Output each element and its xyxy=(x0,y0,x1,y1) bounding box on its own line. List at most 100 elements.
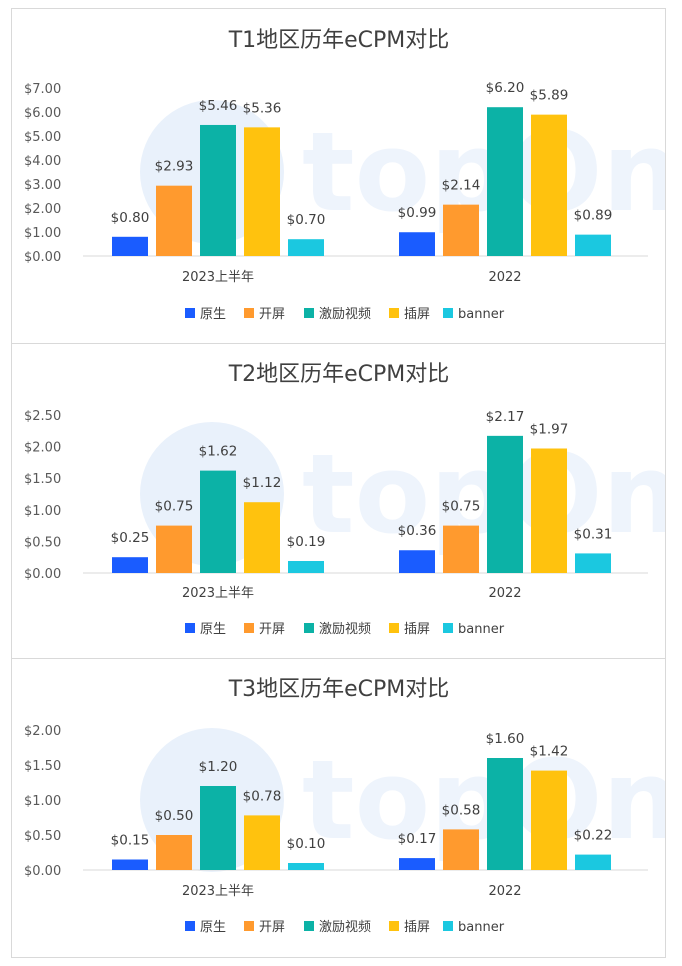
data-label: $2.93 xyxy=(155,159,194,175)
y-tick-label: $0.00 xyxy=(24,250,61,265)
legend-swatch xyxy=(304,623,314,633)
y-tick-label: $4.00 xyxy=(24,154,61,169)
watermark: topOn xyxy=(140,422,665,566)
x-category-label: 2022 xyxy=(488,270,521,285)
bar xyxy=(156,835,192,870)
legend-label: banner xyxy=(458,920,505,935)
legend-label: 原生 xyxy=(200,920,226,935)
bar xyxy=(288,863,324,870)
legend-swatch xyxy=(389,623,399,633)
legend-label: 插屏 xyxy=(404,622,430,637)
y-tick-label: $0.00 xyxy=(24,567,61,582)
bar xyxy=(200,124,236,257)
bar xyxy=(487,758,523,870)
y-tick-label: $7.00 xyxy=(24,82,61,97)
legend-swatch xyxy=(244,623,254,633)
data-label: $5.46 xyxy=(199,98,238,114)
y-tick-label: $1.50 xyxy=(24,472,61,487)
y-tick-label: $1.00 xyxy=(24,794,61,809)
legend-label: 开屏 xyxy=(259,920,285,935)
data-label: $0.36 xyxy=(398,523,437,539)
legend-label: banner xyxy=(458,307,505,322)
bar xyxy=(575,234,611,256)
bar xyxy=(244,502,280,573)
bar xyxy=(244,815,280,870)
y-tick-label: $3.00 xyxy=(24,178,61,193)
x-category-label: 2023上半年 xyxy=(182,586,254,601)
chart-svg: topOn T2地区历年eCPM对比 $0.00 $0.50 $1.00 $1.50 $2.… xyxy=(24,362,665,637)
data-label: $0.70 xyxy=(287,212,326,228)
data-label: $0.19 xyxy=(287,534,326,550)
data-label: $0.10 xyxy=(287,836,326,852)
y-tick-label: $1.50 xyxy=(24,759,61,774)
bar xyxy=(443,204,479,256)
y-tick-label: $2.00 xyxy=(24,724,61,739)
chart-svg: topOn T1地区历年eCPM对比 $0.00 $1.00 $2.00 $3.00 $4.… xyxy=(24,28,665,322)
legend-swatch xyxy=(389,921,399,931)
y-tick-label: $2.50 xyxy=(24,409,61,424)
y-tick-label: $0.00 xyxy=(24,864,61,879)
data-label: $1.62 xyxy=(199,444,238,460)
legend-label: 插屏 xyxy=(404,920,430,935)
chart-title: T2地区历年eCPM对比 xyxy=(228,362,450,387)
chart-svg: topOn T3地区历年eCPM对比 $0.00 $0.50 $1.00 $1.50 $2.… xyxy=(24,677,665,935)
data-label: $1.12 xyxy=(243,475,282,491)
legend-swatch xyxy=(389,308,399,318)
data-label: $0.22 xyxy=(574,828,613,844)
chart-panel-t1: topOn T1地区历年eCPM对比 $0.00 $1.00 $2.00 $3.00 $4.… xyxy=(11,8,666,344)
data-label: $6.20 xyxy=(486,80,525,96)
legend-swatch xyxy=(443,623,453,633)
data-label: $0.99 xyxy=(398,205,437,221)
bar xyxy=(443,525,479,573)
bar xyxy=(531,770,567,870)
x-category-label: 2023上半年 xyxy=(182,884,254,899)
chart-panel-t2: topOn T2地区历年eCPM对比 $0.00 $0.50 $1.00 $1.50 $2.… xyxy=(11,343,666,659)
legend-swatch xyxy=(185,308,195,318)
data-label: $1.60 xyxy=(486,731,525,747)
chart-title: T3地区历年eCPM对比 xyxy=(228,677,450,702)
bar xyxy=(531,114,567,256)
data-label: $5.36 xyxy=(243,100,282,116)
bar xyxy=(288,560,324,573)
data-label: $0.80 xyxy=(111,210,150,226)
legend-label: 激励视频 xyxy=(319,307,371,322)
bar xyxy=(575,553,611,573)
legend-swatch xyxy=(443,921,453,931)
legend-label: 原生 xyxy=(200,622,226,637)
y-tick-label: $0.50 xyxy=(24,829,61,844)
legend: 原生 开屏 激励视频 插屏 banner xyxy=(185,307,505,322)
legend-label: 激励视频 xyxy=(319,920,371,935)
legend-swatch xyxy=(185,921,195,931)
legend-swatch xyxy=(244,921,254,931)
bar xyxy=(399,232,435,256)
data-label: $0.58 xyxy=(442,802,481,818)
legend-swatch xyxy=(185,623,195,633)
x-category-label: 2022 xyxy=(488,884,521,899)
bar xyxy=(399,550,435,573)
legend-label: 插屏 xyxy=(404,307,430,322)
data-label: $2.17 xyxy=(486,409,525,425)
y-tick-label: $2.00 xyxy=(24,441,61,456)
legend-swatch xyxy=(443,308,453,318)
legend-label: 原生 xyxy=(200,307,226,322)
bar xyxy=(112,859,148,870)
bar xyxy=(112,236,148,256)
legend-label: 开屏 xyxy=(259,622,285,637)
data-label: $0.75 xyxy=(155,499,194,515)
y-tick-label: $6.00 xyxy=(24,106,61,121)
data-label: $1.42 xyxy=(530,744,569,760)
chart-title: T1地区历年eCPM对比 xyxy=(228,28,450,53)
legend-swatch xyxy=(304,308,314,318)
legend-swatch xyxy=(304,921,314,931)
bar xyxy=(156,525,192,573)
bar xyxy=(531,448,567,573)
legend-label: 开屏 xyxy=(259,307,285,322)
legend-swatch xyxy=(244,308,254,318)
bar xyxy=(487,435,523,573)
data-label: $0.15 xyxy=(111,833,150,849)
data-label: $0.31 xyxy=(574,526,613,542)
legend-label: banner xyxy=(458,622,505,637)
bar xyxy=(200,786,236,870)
bar xyxy=(487,107,523,256)
legend: 原生 开屏 激励视频 插屏 banner xyxy=(185,920,505,935)
